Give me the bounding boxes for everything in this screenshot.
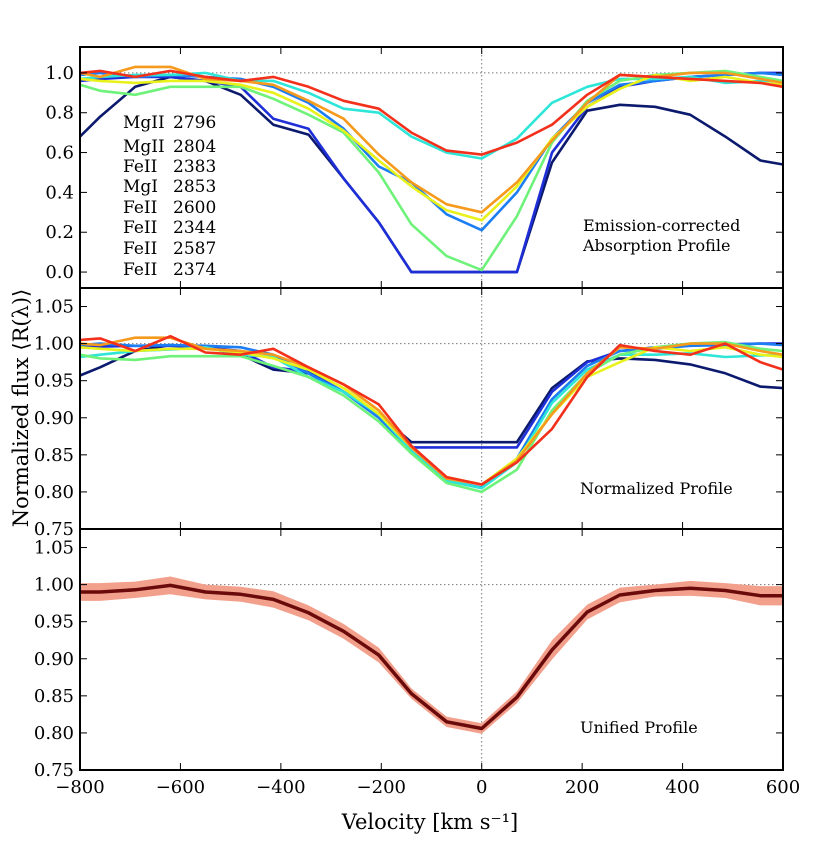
ytick-label-bottom-0: 0.75 [34, 760, 74, 781]
ytick-label-middle-5: 1.00 [34, 334, 74, 355]
ytick-label-bottom-2: 0.85 [34, 686, 74, 707]
annotation-bottom: Unified Profile [580, 718, 698, 737]
xtick-label-0: −800 [55, 777, 104, 798]
series-line-middle-4 [79, 340, 784, 494]
legend-ion-7: FeII [123, 260, 157, 280]
annotation-top-line2: Absorption Profile [582, 236, 730, 255]
series-line-bottom-0 [80, 583, 783, 731]
ytick-label-bottom-4: 0.95 [34, 612, 74, 633]
ytick-label-bottom-6: 1.05 [34, 538, 74, 559]
xtick-label-5: 200 [565, 777, 599, 798]
xtick-label-2: −400 [256, 777, 305, 798]
ytick-label-top-5: 1.0 [45, 63, 74, 84]
panel-top: 0.0 0.2 0.4 0.6 0.8 1.0 [45, 46, 784, 289]
legend-ion-0: MgII [123, 113, 165, 133]
ytick-label-middle-2: 0.85 [34, 445, 74, 466]
legend-ion-5: FeII [123, 218, 157, 238]
xtick-label-6: 400 [665, 777, 699, 798]
legend-wave-7: 2374 [173, 260, 216, 280]
ytick-label-bottom-1: 0.80 [34, 723, 74, 744]
ytick-label-top-4: 0.8 [45, 103, 74, 124]
x-axis-title: Velocity [km s⁻¹] [341, 810, 518, 834]
legend-wave-0: 2796 [173, 113, 216, 133]
legend-wave-3: 2853 [173, 177, 216, 197]
xtick-label-3: −200 [357, 777, 406, 798]
ytick-label-top-1: 0.2 [45, 222, 74, 243]
legend-wave-1: 2804 [173, 137, 216, 157]
legend-ion-6: FeII [123, 239, 157, 259]
xtick-label-1: −600 [156, 777, 205, 798]
ytick-label-bottom-3: 0.90 [34, 649, 74, 670]
ytick-label-middle-1: 0.80 [34, 482, 74, 503]
series-line-top-7 [79, 69, 784, 156]
series-line-middle-0 [79, 343, 784, 444]
legend-wave-5: 2344 [173, 218, 216, 238]
ytick-label-bottom-5: 1.00 [34, 575, 74, 596]
ytick-label-middle-6: 1.05 [34, 297, 74, 318]
ytick-label-middle-0: 0.75 [34, 519, 74, 540]
panel-frame-bottom [79, 528, 784, 771]
annotation-middle: Normalized Profile [580, 479, 733, 498]
legend-ion-2: FeII [123, 157, 157, 177]
xtick-label-7: 600 [766, 777, 800, 798]
legend-ion-4: FeII [123, 198, 157, 218]
panel-bottom: 0.75 0.80 0.85 0.90 0.95 1.00 1.05 −800 −600 −400… [34, 528, 800, 798]
legend: MgII 2796 MgII 2804 FeII 2383 MgI 2853 F… [123, 113, 216, 280]
uncertainty-band-bottom [80, 576, 783, 734]
series-line-middle-1 [79, 342, 783, 449]
series-line-middle-7 [79, 334, 784, 486]
ytick-label-top-3: 0.6 [45, 143, 74, 164]
ytick-label-middle-3: 0.90 [34, 408, 74, 429]
legend-ion-1: MgII [123, 137, 165, 157]
y-axis-title: Normalized flux ⟨R(λ)⟩ [9, 289, 33, 527]
ytick-label-top-0: 0.0 [45, 262, 74, 283]
ytick-label-top-2: 0.4 [45, 182, 74, 203]
legend-ion-3: MgI [123, 177, 158, 197]
legend-wave-6: 2587 [173, 239, 216, 259]
annotation-top-line1: Emission-corrected [583, 216, 740, 235]
series-line-middle-3 [79, 345, 784, 490]
ytick-label-middle-4: 0.95 [34, 371, 74, 392]
legend-wave-4: 2600 [173, 198, 216, 218]
legend-wave-2: 2383 [173, 157, 216, 177]
panel-middle: 0.75 0.80 0.85 0.90 0.95 1.00 1.05 [34, 287, 784, 540]
xtick-label-4: 0 [476, 777, 487, 798]
